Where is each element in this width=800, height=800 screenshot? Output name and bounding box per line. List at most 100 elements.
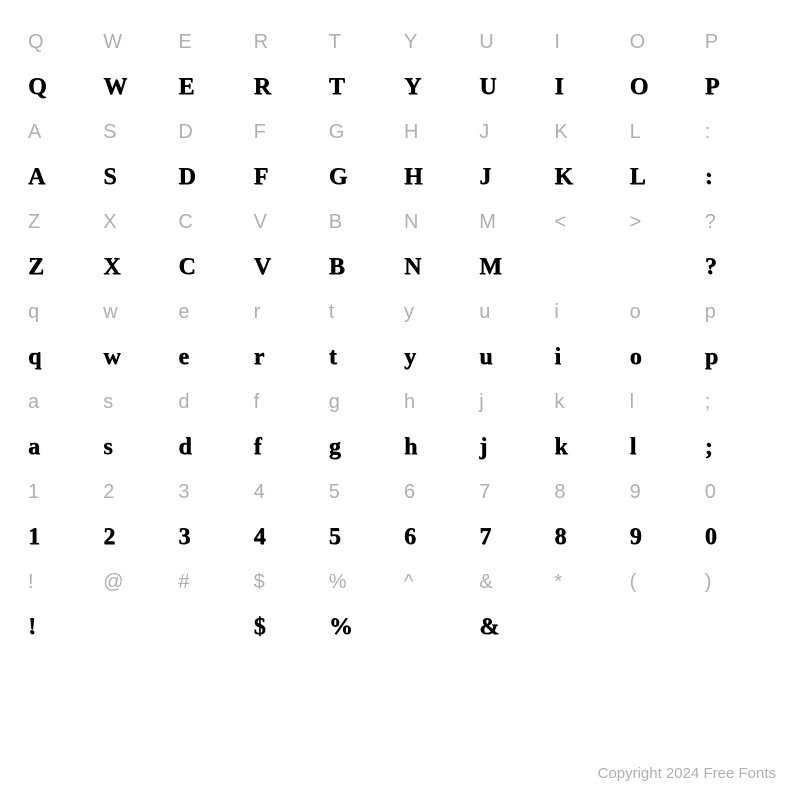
glyph-char: !: [28, 614, 36, 641]
glyph-char-cell: A: [24, 155, 99, 200]
reference-char: 1: [28, 481, 39, 504]
glyph-char: I: [554, 74, 563, 101]
reference-char: ;: [705, 391, 711, 414]
reference-char: 8: [554, 481, 565, 504]
glyph-char-cell: G: [325, 155, 400, 200]
character-map-grid: QWERTYUIOPQWERTYUIOPASDFGHJKL:ASDFGHJKL:…: [24, 20, 776, 650]
reference-char: 5: [329, 481, 340, 504]
glyph-char: i: [554, 344, 561, 371]
reference-char: *: [554, 571, 562, 594]
glyph-char-cell: .: [550, 245, 625, 290]
reference-char-cell: A: [24, 110, 99, 155]
reference-char-cell: 7: [475, 470, 550, 515]
reference-char: <: [554, 211, 566, 234]
glyph-char: e: [178, 344, 189, 371]
glyph-char-cell: E: [174, 65, 249, 110]
glyph-char: 0: [705, 524, 717, 551]
reference-char-cell: 3: [174, 470, 249, 515]
glyph-char-cell: M: [475, 245, 550, 290]
reference-char-cell: 6: [400, 470, 475, 515]
reference-char-cell: O: [626, 20, 701, 65]
reference-char: ?: [705, 211, 716, 234]
glyph-char-cell: 3: [174, 515, 249, 560]
glyph-char: H: [404, 164, 423, 191]
reference-char-cell: !: [24, 560, 99, 605]
reference-char: 6: [404, 481, 415, 504]
glyph-char-cell: R: [250, 65, 325, 110]
glyph-char-cell: t: [325, 335, 400, 380]
glyph-char-cell: U: [475, 65, 550, 110]
reference-char-cell: <: [550, 200, 625, 245]
reference-char: T: [329, 31, 341, 54]
glyph-char: M: [479, 254, 502, 281]
glyph-char-cell: P: [701, 65, 776, 110]
glyph-char-cell: C: [174, 245, 249, 290]
reference-char-cell: J: [475, 110, 550, 155]
reference-char: 0: [705, 481, 716, 504]
reference-char: a: [28, 391, 39, 414]
glyph-char-cell: 2: [99, 515, 174, 560]
glyph-char-cell: 7: [475, 515, 550, 560]
reference-char: !: [28, 571, 34, 594]
glyph-char-cell: .: [550, 605, 625, 650]
reference-char-cell: g: [325, 380, 400, 425]
glyph-char: L: [630, 164, 646, 191]
reference-char: F: [254, 121, 266, 144]
reference-char-cell: h: [400, 380, 475, 425]
reference-char: E: [178, 31, 191, 54]
glyph-char-cell: ;: [701, 425, 776, 470]
reference-char: e: [178, 301, 189, 324]
glyph-char: q: [28, 344, 41, 371]
reference-char: U: [479, 31, 493, 54]
reference-char-cell: ?: [701, 200, 776, 245]
glyph-char-cell: T: [325, 65, 400, 110]
glyph-char-cell: 9: [626, 515, 701, 560]
glyph-char: U: [479, 74, 496, 101]
glyph-char-cell: g: [325, 425, 400, 470]
reference-char: u: [479, 301, 490, 324]
reference-char: @: [103, 571, 123, 594]
reference-char-cell: j: [475, 380, 550, 425]
glyph-char: F: [254, 164, 269, 191]
glyph-char: C: [178, 254, 195, 281]
glyph-char-cell: f: [250, 425, 325, 470]
glyph-char-cell: S: [99, 155, 174, 200]
reference-char-cell: K: [550, 110, 625, 155]
reference-char-cell: G: [325, 110, 400, 155]
reference-char-cell: #: [174, 560, 249, 605]
glyph-char-cell: h: [400, 425, 475, 470]
reference-char: J: [479, 121, 489, 144]
glyph-char-cell: p: [701, 335, 776, 380]
glyph-char: G: [329, 164, 348, 191]
glyph-char: N: [404, 254, 421, 281]
reference-char-cell: 4: [250, 470, 325, 515]
reference-char-cell: a: [24, 380, 99, 425]
glyph-char-cell: !: [24, 605, 99, 650]
glyph-char-cell: d: [174, 425, 249, 470]
glyph-char: 2: [103, 524, 115, 551]
reference-char: Q: [28, 31, 44, 54]
reference-char-cell: w: [99, 290, 174, 335]
reference-char-cell: 8: [550, 470, 625, 515]
reference-char-cell: e: [174, 290, 249, 335]
glyph-char-cell: N: [400, 245, 475, 290]
glyph-char-cell: 8: [550, 515, 625, 560]
reference-char-cell: 5: [325, 470, 400, 515]
reference-char: L: [630, 121, 641, 144]
reference-char-cell: s: [99, 380, 174, 425]
glyph-char: 9: [630, 524, 642, 551]
reference-char-cell: i: [550, 290, 625, 335]
glyph-char-cell: F: [250, 155, 325, 200]
glyph-char-cell: l: [626, 425, 701, 470]
reference-char-cell: Q: [24, 20, 99, 65]
reference-char-cell: p: [701, 290, 776, 335]
reference-char-cell: W: [99, 20, 174, 65]
glyph-char: 7: [479, 524, 491, 551]
glyph-char: ;: [705, 434, 713, 461]
reference-char-cell: r: [250, 290, 325, 335]
glyph-char: y: [404, 344, 416, 371]
glyph-char: j: [479, 434, 487, 461]
reference-char: 2: [103, 481, 114, 504]
reference-char: #: [178, 571, 189, 594]
reference-char: q: [28, 301, 39, 324]
